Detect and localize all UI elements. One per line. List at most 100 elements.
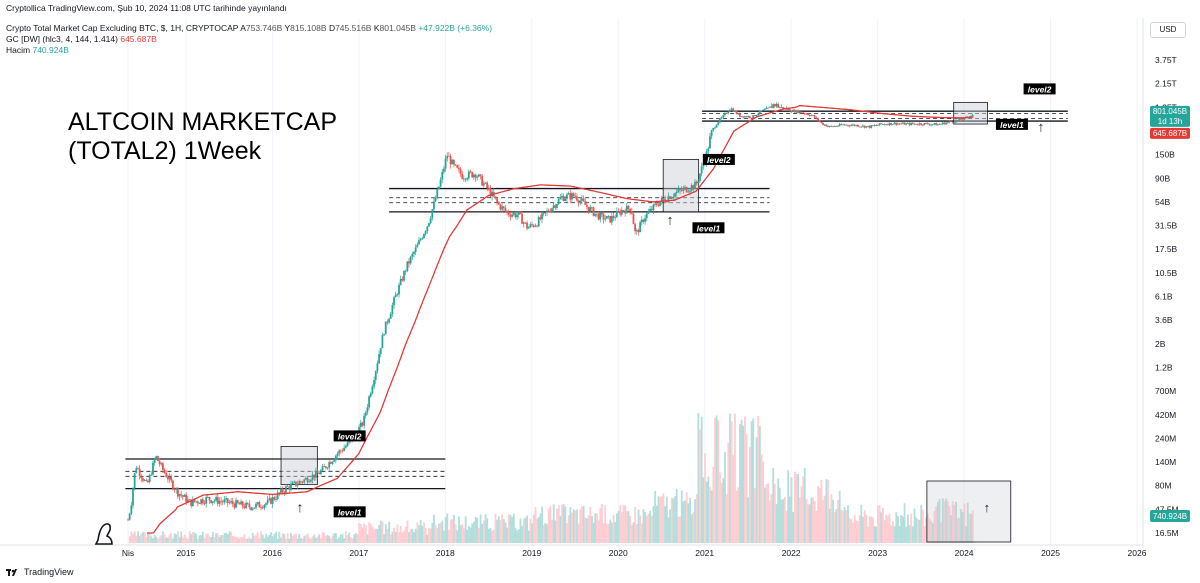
candle-body	[777, 103, 780, 108]
volume-bar	[699, 429, 701, 543]
candle-body	[137, 468, 139, 470]
candle-body	[221, 501, 224, 503]
ohlc-open-key: A	[240, 23, 246, 33]
candle-body	[155, 456, 158, 460]
candle-body	[233, 503, 236, 508]
volume-bar	[466, 529, 469, 543]
up-arrow: ↑	[297, 499, 304, 515]
candle-body	[504, 208, 507, 212]
volume-bar	[436, 527, 439, 543]
volume-bar	[135, 535, 138, 543]
volume-bar	[286, 533, 289, 543]
candle-body	[203, 503, 206, 504]
volume-bar	[310, 538, 312, 543]
volume-bar	[344, 531, 347, 543]
candle-body	[886, 124, 889, 126]
candle-body	[368, 396, 370, 408]
volume-bar	[413, 531, 415, 543]
candle-body	[336, 453, 339, 456]
volume-bar	[887, 515, 889, 543]
candle-body	[547, 210, 550, 212]
candle-body	[847, 124, 849, 126]
volume-bar	[730, 421, 733, 543]
volume-bar	[270, 532, 272, 543]
price-tick-label: 17.5B	[1155, 244, 1178, 254]
level-label: level2	[1028, 84, 1052, 94]
volume-bar	[772, 468, 775, 543]
candle-body	[246, 502, 249, 504]
volume-bar	[393, 527, 396, 543]
volume-bar	[183, 534, 186, 543]
candle-body	[930, 124, 932, 126]
candle-body	[255, 503, 257, 508]
candle-body	[765, 107, 768, 110]
candle-body	[572, 193, 575, 197]
volume-bar	[968, 513, 971, 543]
volume-bar	[501, 514, 504, 543]
candle-body	[477, 174, 480, 177]
candle-body	[416, 244, 419, 248]
candle-body	[426, 226, 429, 232]
volume-bar	[236, 537, 239, 543]
volume-bar	[434, 524, 437, 543]
candle-body	[153, 459, 156, 463]
volume-bar	[880, 512, 883, 543]
volume-bar	[950, 515, 953, 543]
volume-bar	[885, 514, 888, 543]
currency-button[interactable]: USD	[1150, 22, 1186, 38]
volume-bar	[250, 538, 253, 543]
volume-bar	[694, 499, 696, 543]
volume-bar	[464, 516, 467, 543]
volume-bar	[394, 531, 397, 543]
candle-body	[424, 231, 427, 234]
candle-body	[627, 205, 630, 209]
candle-body	[527, 227, 530, 229]
up-arrow: ↑	[667, 212, 674, 228]
volume-bar	[132, 533, 134, 543]
candle-body	[743, 116, 746, 118]
volume-bar	[502, 519, 505, 543]
chart-title-line: (TOTAL2) 1Week	[68, 137, 262, 165]
volume-bar	[562, 504, 565, 543]
volume-line[interactable]: Hacim 740.924B	[6, 45, 69, 55]
candle-body	[413, 252, 415, 254]
volume-bar	[627, 511, 630, 543]
volume-bar	[767, 483, 770, 543]
volume-bar	[328, 536, 331, 543]
candle-body	[853, 124, 856, 126]
volume-bar	[529, 518, 532, 543]
volume-bar	[301, 538, 304, 543]
candle-body	[228, 502, 231, 504]
candle-body	[828, 125, 831, 127]
volume-bars	[128, 413, 974, 543]
volume-box	[926, 480, 1012, 543]
candle-body	[597, 213, 600, 220]
candle-body	[258, 502, 261, 508]
candle-body	[805, 113, 808, 115]
indicator-line[interactable]: GC [DW] (hlc3, 4, 144, 1.414) 645.687B	[6, 34, 157, 44]
candle-body	[926, 123, 929, 125]
volume-bar	[556, 508, 558, 543]
candle-body	[240, 501, 242, 505]
price-axis[interactable]: 3.75T2.15T1.25T250B150B90B54B31.5B17.5B1…	[1142, 18, 1200, 548]
volume-bar	[353, 534, 356, 543]
volume-bar	[918, 520, 921, 543]
candle-body	[935, 123, 937, 126]
price-tick-label: 80M	[1155, 481, 1172, 491]
indicator-name: GC [DW] (hlc3, 4, 144, 1.414)	[6, 34, 118, 44]
volume-bar	[750, 421, 753, 543]
volume-bar	[848, 517, 851, 543]
footer-brand[interactable]: TradingView	[6, 567, 74, 577]
candle-body	[236, 500, 239, 503]
candle-body	[220, 500, 223, 502]
volume-bar	[424, 528, 427, 543]
candle-body	[915, 123, 918, 125]
candle-body	[319, 470, 322, 475]
volume-bar	[640, 523, 643, 543]
time-axis[interactable]: Nis 2015 2016 2017 2018 2019 2020 2021 2022 2023 2…	[0, 544, 1147, 558]
volume-bar	[182, 537, 184, 543]
volume-bar	[684, 500, 686, 543]
candle-body	[461, 173, 464, 179]
volume-bar	[534, 506, 537, 543]
